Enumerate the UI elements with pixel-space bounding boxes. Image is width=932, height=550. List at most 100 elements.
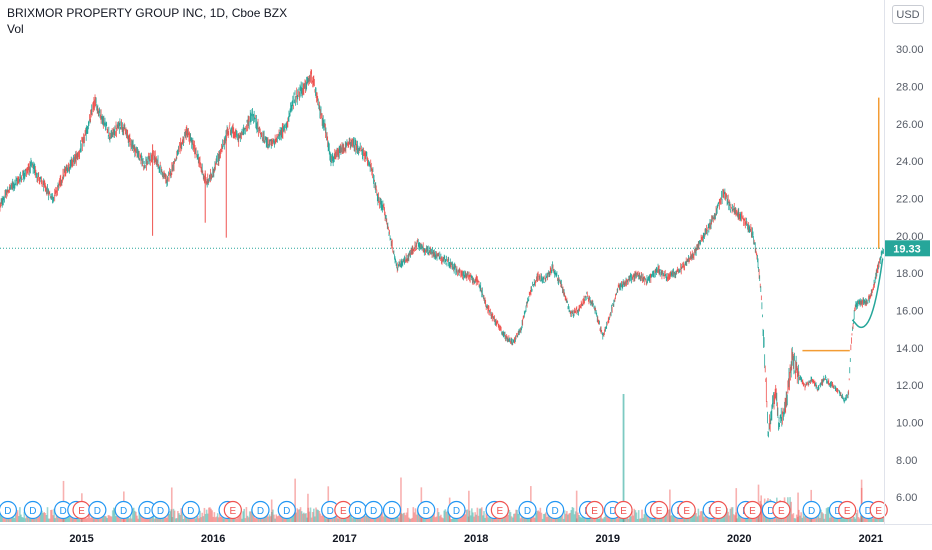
dividend-marker[interactable]: D [417, 500, 436, 520]
volume-bar [408, 517, 410, 522]
earnings-marker[interactable]: E [334, 500, 353, 520]
earnings-marker[interactable]: E [677, 500, 696, 520]
volume-bar [630, 516, 632, 522]
earnings-marker[interactable]: E [709, 500, 728, 520]
volume-bar [543, 513, 546, 522]
earnings-marker[interactable]: E [649, 500, 669, 520]
volume-bar [335, 514, 337, 522]
event-label: D [4, 506, 11, 517]
volume-bar [200, 517, 202, 522]
volume-bar [113, 507, 115, 522]
volume-bar [457, 516, 460, 522]
volume-bar [0, 512, 1, 522]
dividend-marker[interactable]: D [251, 500, 270, 520]
volume-bar [142, 516, 145, 522]
volume-bar [307, 507, 310, 522]
dividend-marker[interactable]: D [364, 500, 383, 520]
volume-bar [336, 511, 338, 522]
volume-bar [579, 516, 581, 522]
volume-bar [690, 514, 693, 522]
event-label: D [327, 506, 334, 517]
volume-bar [304, 513, 306, 522]
earnings-marker[interactable]: E [585, 500, 604, 520]
earnings-marker[interactable]: E [72, 500, 91, 520]
earnings-marker[interactable]: E [614, 500, 633, 520]
volume-bar [122, 518, 125, 522]
event-label: E [683, 506, 690, 517]
volume-bar [747, 516, 749, 522]
volume-bar [254, 518, 257, 522]
earnings-marker[interactable]: E [838, 500, 857, 520]
x-tick-label: 2021 [859, 533, 883, 545]
volume-bar [206, 513, 209, 522]
dividend-marker[interactable]: D [0, 500, 17, 520]
dividend-marker[interactable]: D [181, 500, 200, 520]
event-circle [743, 500, 762, 520]
volume-bar [701, 511, 704, 522]
dividend-marker[interactable]: D [23, 500, 42, 520]
y-tick-label: 22.00 [896, 193, 924, 205]
volume-bar [564, 513, 567, 522]
currency-button[interactable]: USD [892, 5, 924, 24]
volume-bar [795, 514, 798, 522]
volume-bar [437, 512, 440, 522]
volume-bar [111, 510, 114, 522]
volume-bar [722, 516, 725, 522]
earnings-marker[interactable]: E [743, 500, 762, 520]
volume-bar [836, 517, 839, 522]
volume-bar [319, 513, 322, 522]
dividend-marker[interactable]: D [546, 500, 565, 520]
earnings-marker[interactable]: E [869, 500, 888, 520]
volume-bar [321, 513, 324, 522]
volume-bar [132, 507, 135, 522]
volume-bar [560, 516, 563, 522]
volume-bar [729, 508, 732, 522]
volume-bar [794, 518, 797, 522]
volume-bar [51, 509, 53, 522]
volume-bar [826, 507, 829, 522]
dividend-marker[interactable]: D [447, 500, 466, 520]
earnings-marker[interactable]: E [772, 500, 791, 520]
dividend-marker[interactable]: D [151, 500, 170, 520]
volume-bar [402, 513, 405, 522]
earnings-marker[interactable]: E [223, 500, 242, 520]
dividend-marker[interactable]: D [382, 500, 402, 520]
volume-bar [355, 517, 357, 522]
volume-bar [748, 516, 750, 522]
dividend-marker[interactable]: D [348, 500, 367, 520]
time-axis[interactable]: 2015 2016 2017 2018 2019 2020 2021 [0, 524, 932, 546]
dividend-marker[interactable]: D [277, 500, 296, 520]
volume-bar [272, 509, 274, 522]
volume-bar [648, 516, 651, 522]
volume-bar [152, 512, 155, 522]
event-label: D [370, 506, 377, 517]
dividend-marker[interactable]: D [802, 500, 821, 520]
volume-bar [40, 509, 42, 522]
event-circle [772, 500, 791, 520]
volume-bar [48, 518, 51, 522]
volume-bar [645, 511, 648, 522]
x-tick-label: 2017 [332, 533, 356, 545]
volume-bar [178, 513, 180, 522]
volume-bar [696, 516, 699, 522]
volume-bar [535, 512, 537, 522]
volume-bar [619, 515, 621, 522]
volume-bar [214, 517, 217, 522]
event-circle [677, 500, 696, 520]
price-axis[interactable]: 6.00 8.00 10.00 12.00 14.00 16.00 18.00 20.00 22… [884, 0, 931, 524]
dividend-marker[interactable]: D [88, 500, 107, 520]
volume-bar [17, 516, 20, 522]
dividend-marker[interactable]: D [518, 500, 537, 520]
volume-bar [487, 517, 490, 522]
volume-bar [469, 515, 472, 522]
volume-bar [331, 518, 334, 522]
volume-bar [297, 509, 300, 522]
volume-bar [816, 516, 819, 522]
dividend-marker[interactable]: D [114, 500, 133, 520]
volume-bar [797, 492, 799, 522]
earnings-marker[interactable]: E [490, 500, 509, 520]
volume-bar [488, 516, 491, 522]
volume-bar [212, 516, 215, 522]
event-label: D [354, 506, 361, 517]
